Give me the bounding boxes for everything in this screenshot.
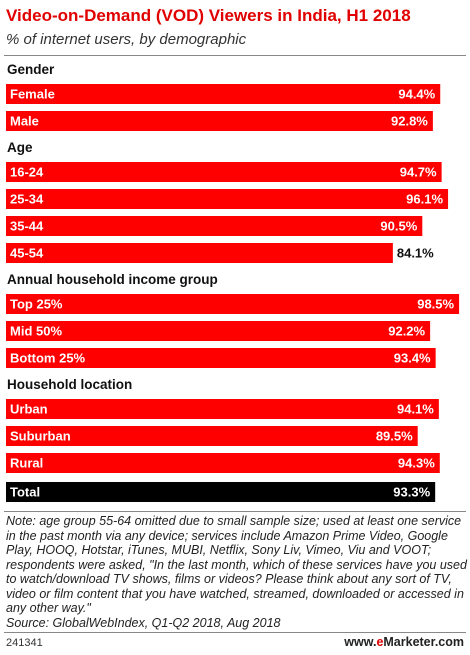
bar-mid-50: [6, 321, 431, 341]
bar-label-bottom-25: Bottom 25%: [10, 351, 86, 366]
bar-35-44: [6, 216, 423, 236]
bar-45-54: [6, 243, 393, 263]
bar-label-total: Total: [10, 485, 40, 500]
brand-highlight: e: [376, 635, 384, 649]
value-label-total: 93.3%: [393, 485, 430, 500]
note-divider: [4, 511, 466, 512]
bar-label-top-25: Top 25%: [10, 297, 63, 312]
value-label-female: 94.4%: [398, 87, 435, 102]
group-header-annual-household-income-group: Annual household income group: [7, 272, 218, 287]
bar-label-male: Male: [10, 114, 39, 129]
value-label-bottom-25: 93.4%: [394, 351, 431, 366]
value-label-25-34: 96.1%: [406, 192, 443, 207]
brand-prefix: www.: [344, 635, 377, 649]
value-label-45-54: 84.1%: [397, 246, 434, 261]
value-label-16-24: 94.7%: [400, 165, 437, 180]
value-label-male: 92.8%: [391, 114, 428, 129]
value-label-rural: 94.3%: [398, 456, 435, 471]
chart-note: Note: age group 55-64 omitted due to sma…: [6, 514, 467, 630]
bar-label-mid-50: Mid 50%: [10, 324, 62, 339]
bar-25-34: [6, 189, 449, 209]
brand-suffix: Marketer.com: [383, 635, 464, 649]
value-label-suburban: 89.5%: [376, 429, 413, 444]
group-header-household-location: Household location: [7, 377, 132, 392]
bar-female: [6, 84, 441, 104]
chart-id: 241341: [6, 637, 43, 649]
value-label-urban: 94.1%: [397, 402, 434, 417]
chart-title: Video-on-Demand (VOD) Viewers in India, …: [6, 6, 411, 25]
bar-label-suburban: Suburban: [10, 429, 71, 444]
bar-label-urban: Urban: [10, 402, 48, 417]
bar-label-female: Female: [10, 87, 55, 102]
chart-subtitle: % of internet users, by demographic: [6, 31, 247, 48]
bar-bottom-25: [6, 348, 436, 368]
footer-divider: [4, 632, 466, 633]
brand-link[interactable]: www.eMarketer.com: [344, 635, 464, 649]
bar-rural: [6, 453, 440, 473]
bar-label-rural: Rural: [10, 456, 43, 471]
bar-label-45-54: 45-54: [10, 246, 44, 261]
bar-label-25-34: 25-34: [10, 192, 44, 207]
bar-top-25: [6, 294, 460, 314]
top-divider: [4, 55, 466, 56]
value-label-35-44: 90.5%: [380, 219, 417, 234]
bar-male: [6, 111, 433, 131]
group-header-gender: Gender: [7, 62, 55, 77]
bar-label-16-24: 16-24: [10, 165, 44, 180]
bar-suburban: [6, 426, 418, 446]
bar-chart: Gender Female 94.4% Male 92.8% Age 16-24 94.7% 2…: [6, 62, 460, 502]
value-label-top-25: 98.5%: [417, 297, 454, 312]
group-header-age: Age: [7, 140, 33, 155]
bar-16-24: [6, 162, 442, 182]
bar-label-35-44: 35-44: [10, 219, 44, 234]
bar-total: [6, 482, 436, 502]
bar-urban: [6, 399, 439, 419]
value-label-mid-50: 92.2%: [388, 324, 425, 339]
